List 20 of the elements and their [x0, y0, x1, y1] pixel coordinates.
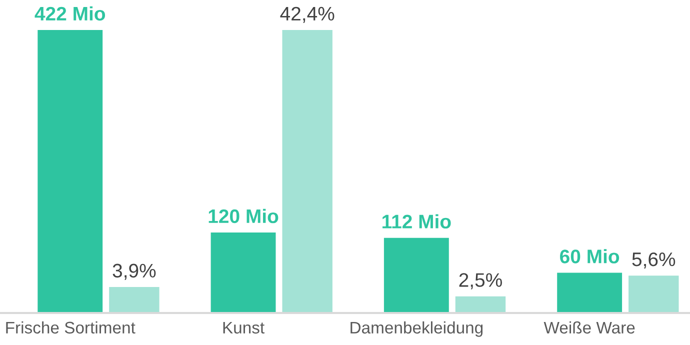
data-label: 2,5% — [459, 273, 502, 290]
data-label: 112 Mio — [382, 214, 451, 228]
data-label: 120 Mio — [208, 208, 278, 224]
x-tick-label: Frische Sortiment — [6, 321, 136, 334]
bar — [455, 296, 506, 313]
data-label: 422 Mio — [34, 6, 106, 21]
bar — [210, 232, 276, 313]
data-label: 42,4% — [280, 6, 334, 23]
bar — [109, 286, 160, 313]
data-label: 5,6% — [632, 252, 676, 269]
bar — [282, 30, 332, 313]
x-tick-label: Damenbekleidung — [350, 321, 483, 337]
data-label: 60 Mio — [560, 249, 620, 264]
x-tick-label: Weiße Ware — [544, 321, 635, 334]
bar — [384, 238, 449, 313]
bar — [557, 272, 622, 313]
x-tick-label: Kunst — [223, 322, 264, 334]
bar — [628, 276, 679, 313]
data-label: 3,9% — [112, 264, 156, 280]
bar — [38, 30, 103, 313]
